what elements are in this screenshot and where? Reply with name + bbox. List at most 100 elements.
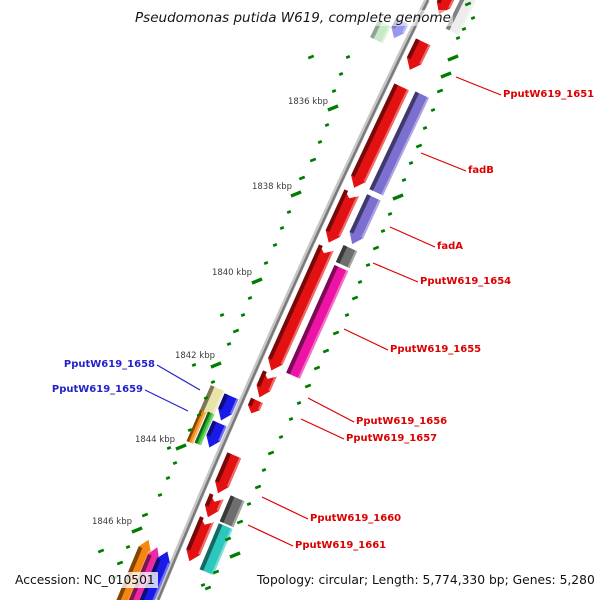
position-tick — [298, 175, 306, 181]
position-tick — [296, 400, 302, 406]
leader-line-PputW619_1651 — [455, 76, 502, 96]
gene-blue-b[interactable] — [206, 420, 227, 448]
label-leader-lines — [144, 76, 502, 547]
position-tick — [430, 107, 436, 113]
position-tick — [236, 519, 244, 525]
position-tick — [351, 295, 359, 301]
gene-label-PputW619_1656[interactable]: PputW619_1656 — [356, 416, 448, 427]
position-tick — [288, 416, 294, 422]
gene-fadB[interactable] — [369, 91, 429, 196]
leader-line-PputW619_1659 — [144, 389, 189, 412]
position-tick — [470, 15, 476, 21]
position-tick — [331, 88, 337, 94]
position-tick — [436, 88, 444, 94]
position-tick — [172, 460, 178, 466]
leader-line-PputW619_1656 — [307, 397, 355, 423]
position-tick — [125, 544, 131, 550]
position-tick — [304, 383, 312, 389]
genes-layer — [116, 0, 477, 600]
leader-line-PputW619_1657 — [300, 418, 345, 440]
position-tick — [196, 412, 202, 418]
position-tick — [380, 228, 386, 234]
position-tick — [345, 54, 351, 60]
position-tick — [191, 362, 197, 368]
position-tick — [240, 312, 246, 318]
gene-red-1653[interactable] — [325, 189, 359, 243]
gene-label-PputW619_1655[interactable]: PputW619_1655 — [390, 344, 482, 355]
position-tick — [327, 104, 339, 112]
gene-PputW619_1654[interactable] — [335, 245, 358, 269]
position-tick — [344, 312, 350, 318]
position-tick — [387, 211, 393, 217]
leader-line-PputW619_1661 — [247, 524, 294, 547]
position-tick — [229, 551, 241, 559]
gene-PputW619_1656[interactable] — [256, 370, 277, 398]
gene-fadA[interactable] — [349, 194, 381, 245]
position-tick — [251, 277, 263, 285]
position-tick — [309, 157, 317, 163]
position-tick — [464, 1, 472, 7]
gene-PputW619_1659-orange[interactable] — [186, 409, 207, 444]
gene-red-h[interactable] — [204, 493, 224, 518]
gene-red-g[interactable] — [215, 452, 242, 494]
leader-line-PputW619_1658 — [156, 364, 201, 391]
position-tick — [357, 279, 363, 285]
gene-PputW619_1659-green[interactable] — [194, 411, 215, 446]
position-tick — [447, 54, 459, 62]
gene-red-i[interactable] — [186, 516, 214, 562]
leader-line-PputW619_1654 — [372, 262, 419, 283]
gene-label-PputW619_1651[interactable]: PputW619_1651 — [503, 89, 595, 100]
position-tick — [278, 434, 284, 440]
gene-PputW619_1655[interactable] — [286, 265, 349, 379]
gene-top-pale-blue[interactable] — [391, 18, 409, 39]
position-tick — [141, 512, 149, 518]
gene-red-1652[interactable] — [351, 83, 409, 188]
position-tick — [210, 361, 222, 369]
position-tick — [254, 484, 262, 490]
position-tick — [324, 122, 330, 128]
position-tick — [338, 71, 344, 77]
position-tick — [165, 475, 171, 481]
gene-label-PputW619_1657[interactable]: PputW619_1657 — [346, 433, 438, 444]
position-tick — [455, 35, 461, 41]
position-tick — [408, 160, 414, 166]
gene-label-PputW619_1660[interactable]: PputW619_1660 — [310, 513, 402, 524]
gene-label-fadB[interactable]: fadB — [468, 165, 494, 176]
gene-top-red[interactable] — [436, 0, 457, 14]
position-tick — [440, 71, 452, 79]
position-tick — [372, 245, 380, 251]
position-tick — [187, 427, 193, 433]
position-tick — [317, 139, 323, 145]
position-tick — [219, 312, 225, 318]
leader-line-PputW619_1660 — [261, 496, 309, 520]
gene-red-long[interactable] — [268, 244, 334, 371]
position-tick — [365, 262, 371, 268]
position-tick — [313, 365, 321, 371]
gene-label-PputW619_1659[interactable]: PputW619_1659 — [51, 384, 143, 395]
position-tick — [166, 445, 172, 451]
gene-blue-a[interactable] — [218, 393, 239, 421]
position-tick — [204, 585, 212, 591]
position-tick — [97, 548, 105, 554]
position-tick — [401, 177, 407, 183]
gene-PputW619_1660[interactable] — [219, 495, 245, 528]
position-tick — [322, 348, 330, 354]
gene-label-PputW619_1654[interactable]: PputW619_1654 — [420, 276, 512, 287]
position-tick — [110, 575, 118, 581]
gene-label-PputW619_1661[interactable]: PputW619_1661 — [295, 540, 387, 551]
position-tick — [157, 492, 163, 498]
gene-PputW619_1657[interactable] — [248, 397, 263, 414]
gene-label-fadA[interactable]: fadA — [437, 241, 463, 252]
gene-label-PputW619_1658[interactable]: PputW619_1658 — [63, 359, 155, 370]
leader-line-fadA — [389, 226, 436, 248]
position-tick — [332, 330, 340, 336]
position-tick — [131, 526, 143, 534]
position-tick — [422, 125, 428, 131]
position-tick — [286, 209, 292, 215]
position-tick — [261, 467, 267, 473]
gene-top-pale-green[interactable] — [370, 20, 391, 44]
gene-PputW619_1651[interactable] — [406, 38, 431, 70]
position-tick — [232, 328, 240, 334]
position-tick — [279, 225, 285, 231]
